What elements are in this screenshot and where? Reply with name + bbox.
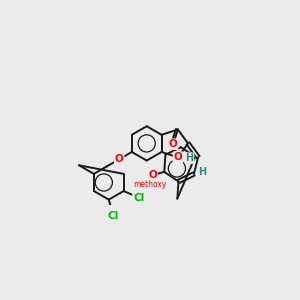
Text: methoxy: methoxy [134,180,167,189]
Text: Cl: Cl [108,211,119,220]
Text: O: O [173,152,182,162]
Text: Cl: Cl [133,193,144,202]
Text: O: O [115,154,124,164]
Text: H: H [198,167,206,177]
Text: O: O [148,170,157,180]
Text: H: H [185,153,194,163]
Text: O: O [169,139,178,149]
